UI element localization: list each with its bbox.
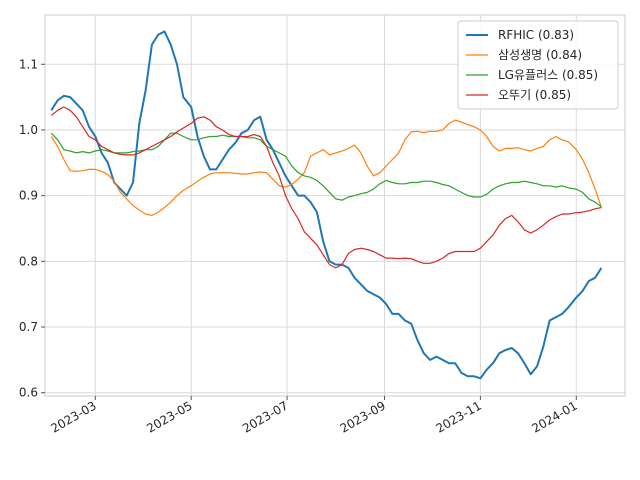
x-tick-label: 2023-03 bbox=[48, 398, 98, 435]
series-lines bbox=[50, 30, 603, 380]
x-tick-label: 2024-01 bbox=[529, 398, 579, 435]
y-tick-label: 0.7 bbox=[19, 320, 38, 334]
y-axis: 0.6 0.7 0.8 0.9 1.0 1.1 bbox=[19, 57, 45, 400]
legend-box bbox=[457, 20, 619, 110]
series-line bbox=[50, 106, 602, 269]
x-axis: 2023-03 2023-05 2023-07 2023-09 2023-11 2024-… bbox=[48, 396, 580, 436]
x-tick-label: 2023-07 bbox=[240, 398, 290, 435]
legend-label: RFHIC (0.83) bbox=[498, 28, 574, 42]
y-tick-label: 0.8 bbox=[19, 254, 38, 268]
legend: RFHIC (0.83) 삼성생명 (0.84) LG유플러스 (0.85) 오뚜기 … bbox=[457, 20, 619, 110]
y-tick-label: 1.1 bbox=[19, 57, 38, 71]
series-line bbox=[50, 30, 603, 380]
axes-frame bbox=[44, 14, 626, 397]
legend-label: LG유플러스 (0.85) bbox=[498, 68, 598, 82]
legend-label: 오뚜기 (0.85) bbox=[498, 88, 571, 102]
series-line bbox=[50, 132, 602, 208]
y-tick-label: 0.9 bbox=[19, 189, 38, 203]
x-tick-label: 2023-05 bbox=[144, 398, 194, 435]
legend-label: 삼성생명 (0.84) bbox=[498, 48, 582, 62]
x-tick-label: 2023-11 bbox=[433, 398, 483, 435]
series-line bbox=[50, 119, 602, 216]
y-tick-label: 0.6 bbox=[19, 386, 38, 400]
x-tick-label: 2023-09 bbox=[338, 398, 388, 435]
y-tick-label: 1.0 bbox=[19, 123, 38, 137]
